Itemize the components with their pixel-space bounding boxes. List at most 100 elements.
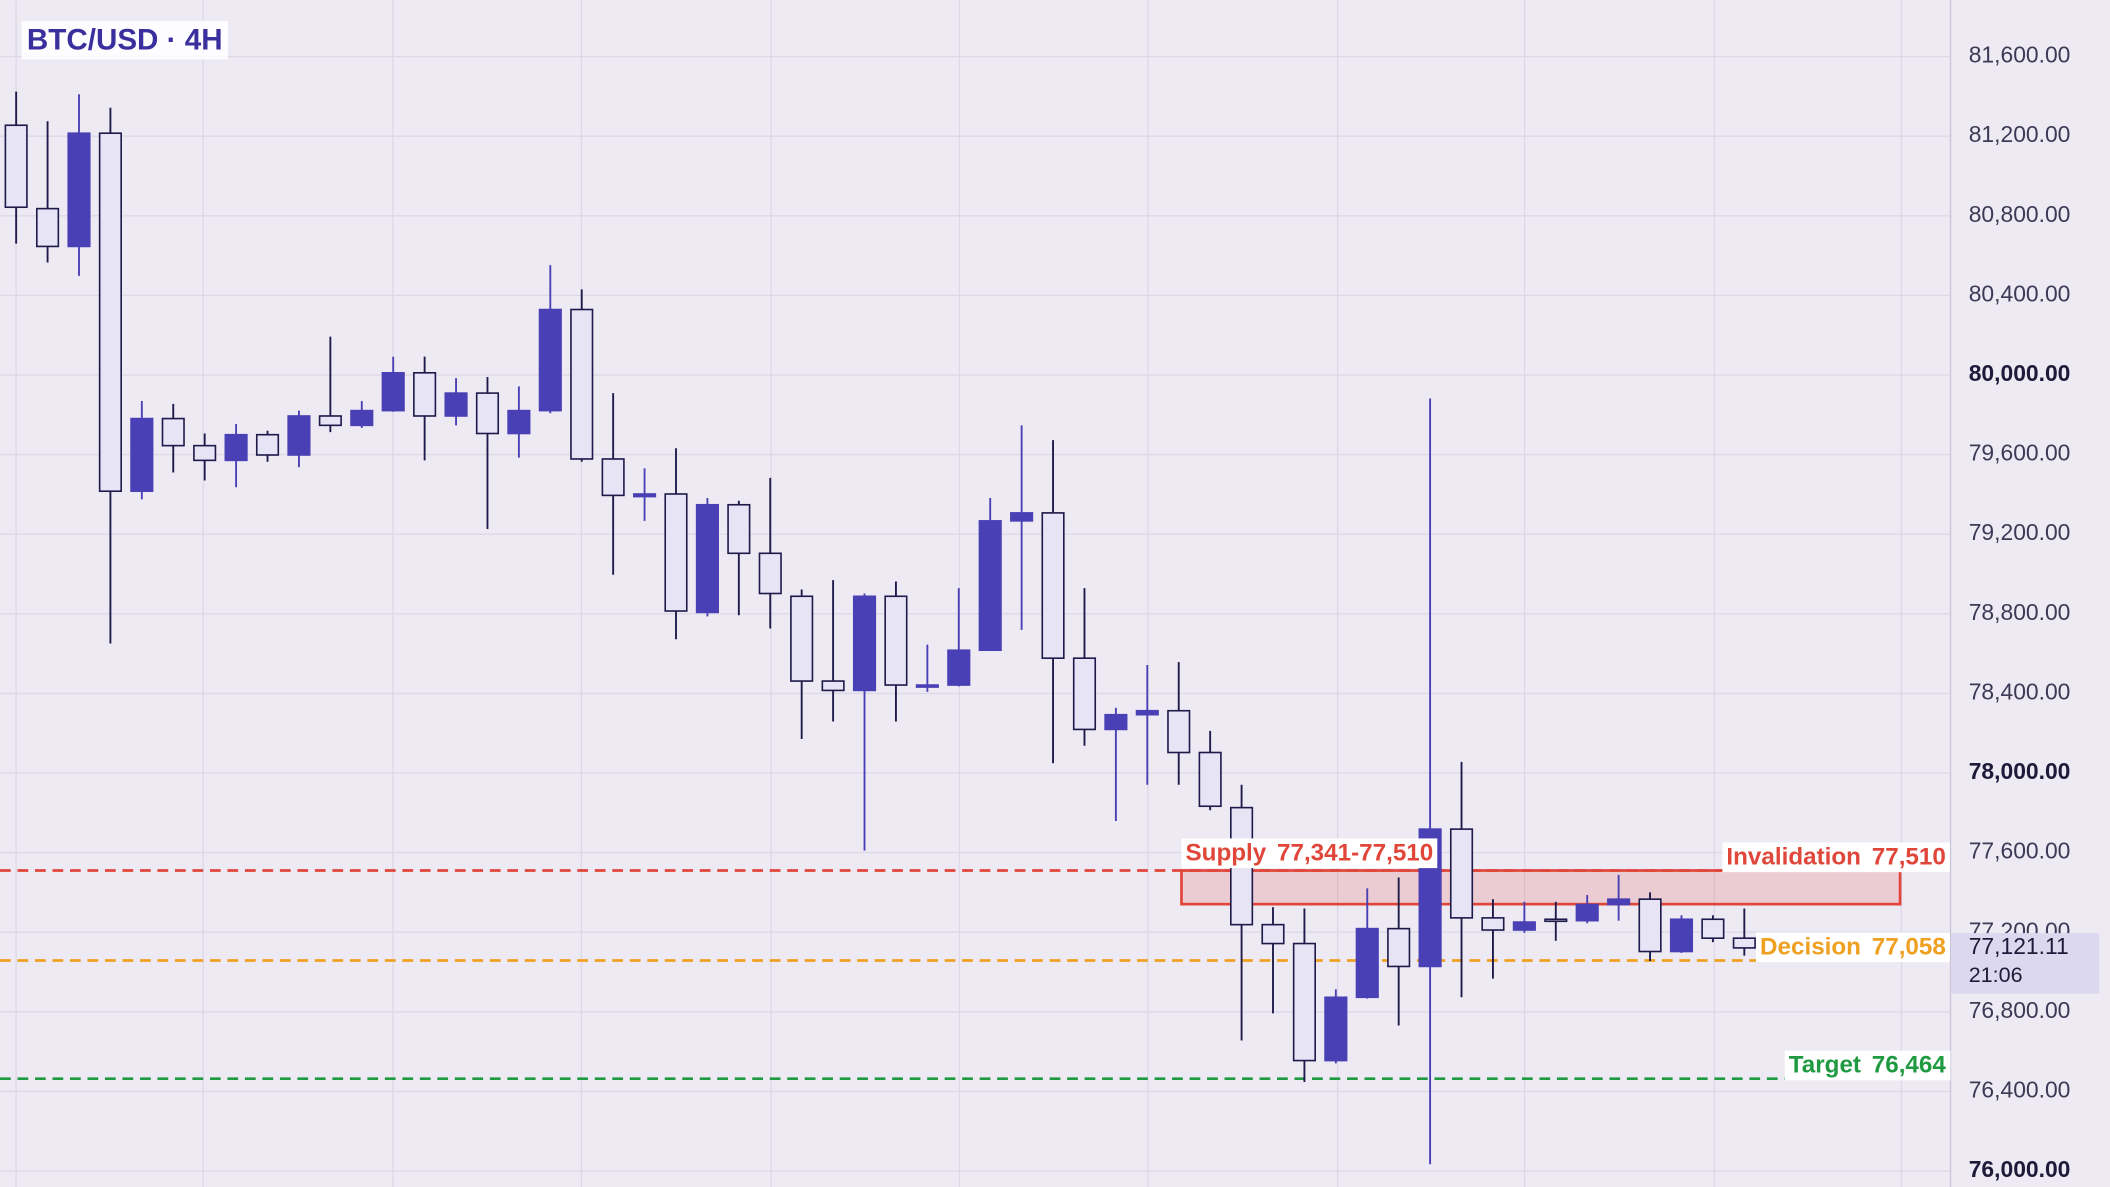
- candle: [1104, 707, 1128, 821]
- y-tick-label: 78,000.00: [1969, 758, 2071, 784]
- level-label: Target 76,464: [1784, 1050, 1951, 1081]
- candle-body: [350, 409, 374, 427]
- candle: [1481, 899, 1505, 979]
- candle: [1732, 908, 1756, 956]
- candle-body: [444, 392, 468, 417]
- candle-body: [1544, 918, 1568, 923]
- candle: [224, 423, 248, 488]
- candle-body: [1324, 996, 1348, 1062]
- zone-label-text: Supply 77,341-77,510: [1186, 840, 1434, 867]
- candle: [1544, 901, 1568, 941]
- candle-body: [1041, 512, 1065, 659]
- candle-body: [1355, 927, 1379, 999]
- candle: [884, 581, 908, 722]
- candle-body: [1481, 917, 1505, 931]
- candle-body: [570, 308, 594, 460]
- candle-body: [1575, 903, 1599, 922]
- candle: [1669, 915, 1694, 953]
- countdown-label: 21:06: [1969, 963, 2023, 987]
- candle: [633, 468, 657, 521]
- level-label: Decision 77,058: [1755, 932, 1950, 963]
- candle-body: [1010, 512, 1034, 522]
- candle-body: [1732, 937, 1756, 949]
- y-tick-label: 80,800.00: [1969, 201, 2071, 227]
- label-background: [1755, 932, 1950, 963]
- candle-body: [287, 415, 311, 456]
- candle: [255, 430, 280, 462]
- y-tick-label: 80,400.00: [1969, 280, 2071, 306]
- y-tick-label: 77,600.00: [1969, 838, 2071, 864]
- level-label: Invalidation 77,510: [1722, 842, 1950, 873]
- candle: [4, 91, 28, 244]
- candle: [507, 386, 531, 458]
- time-grid: [15, 0, 1903, 1187]
- candle-body: [1261, 923, 1285, 945]
- candle: [287, 410, 311, 468]
- candle: [852, 593, 877, 851]
- y-tick-label: 78,800.00: [1969, 599, 2071, 625]
- title-background: [21, 20, 228, 60]
- supply-zone: [1180, 869, 1902, 906]
- candle: [1072, 588, 1097, 746]
- candle-body: [538, 308, 562, 412]
- candle: [1198, 730, 1222, 811]
- candle: [1261, 907, 1285, 1014]
- candle-body: [1512, 921, 1536, 931]
- y-tick-label: 81,200.00: [1969, 121, 2071, 147]
- candle-body: [915, 684, 939, 688]
- candle-body: [98, 132, 122, 493]
- candle-body: [224, 433, 248, 462]
- candle: [193, 433, 217, 481]
- candle: [821, 580, 845, 722]
- candle-body: [1104, 713, 1128, 731]
- candle: [1292, 908, 1316, 1083]
- candle: [161, 403, 185, 473]
- candle-body: [161, 417, 185, 447]
- candle-body: [664, 493, 688, 612]
- candle: [1387, 877, 1411, 1026]
- candle: [915, 644, 939, 692]
- label-part: Decision: [1760, 934, 1861, 961]
- candle: [1638, 892, 1662, 962]
- candle: [695, 497, 719, 617]
- candle: [978, 497, 1002, 652]
- candle: [1167, 662, 1191, 785]
- candle: [67, 94, 91, 276]
- candle-body: [884, 595, 908, 686]
- last-price-label: 77,121.11: [1969, 933, 2069, 959]
- candle-body: [1135, 709, 1159, 716]
- candle: [35, 121, 60, 263]
- candle: [381, 356, 405, 412]
- candle-body: [601, 458, 625, 497]
- candle-body: [1669, 918, 1694, 953]
- title-group: BTC/USD · 4H: [21, 20, 228, 60]
- candle-body: [1387, 927, 1411, 968]
- candle: [1607, 874, 1631, 921]
- candle: [413, 356, 437, 461]
- zone-label: Supply 77,341-77,510: [1181, 838, 1438, 869]
- candle-body: [1607, 898, 1631, 906]
- candle-body: [255, 433, 280, 456]
- candle-body: [1449, 828, 1474, 919]
- candle-body: [475, 392, 500, 435]
- y-tick-label: 76,000.00: [1969, 1156, 2071, 1182]
- candle-body: [633, 493, 657, 498]
- candle: [1324, 989, 1348, 1064]
- candle: [98, 107, 122, 644]
- candle: [727, 500, 751, 616]
- candle-body: [695, 503, 719, 614]
- candle: [1575, 894, 1599, 924]
- candle: [318, 336, 342, 433]
- y-tick-label: 79,200.00: [1969, 519, 2071, 545]
- candle: [1512, 901, 1536, 933]
- label-part: 77,058: [1872, 934, 1946, 961]
- candle-body: [413, 371, 437, 417]
- last-price-box: [1951, 933, 2100, 994]
- label-part: 76,464: [1872, 1052, 1947, 1079]
- label-part: Target: [1789, 1052, 1861, 1079]
- candle-body: [1701, 918, 1725, 939]
- candle: [758, 477, 782, 629]
